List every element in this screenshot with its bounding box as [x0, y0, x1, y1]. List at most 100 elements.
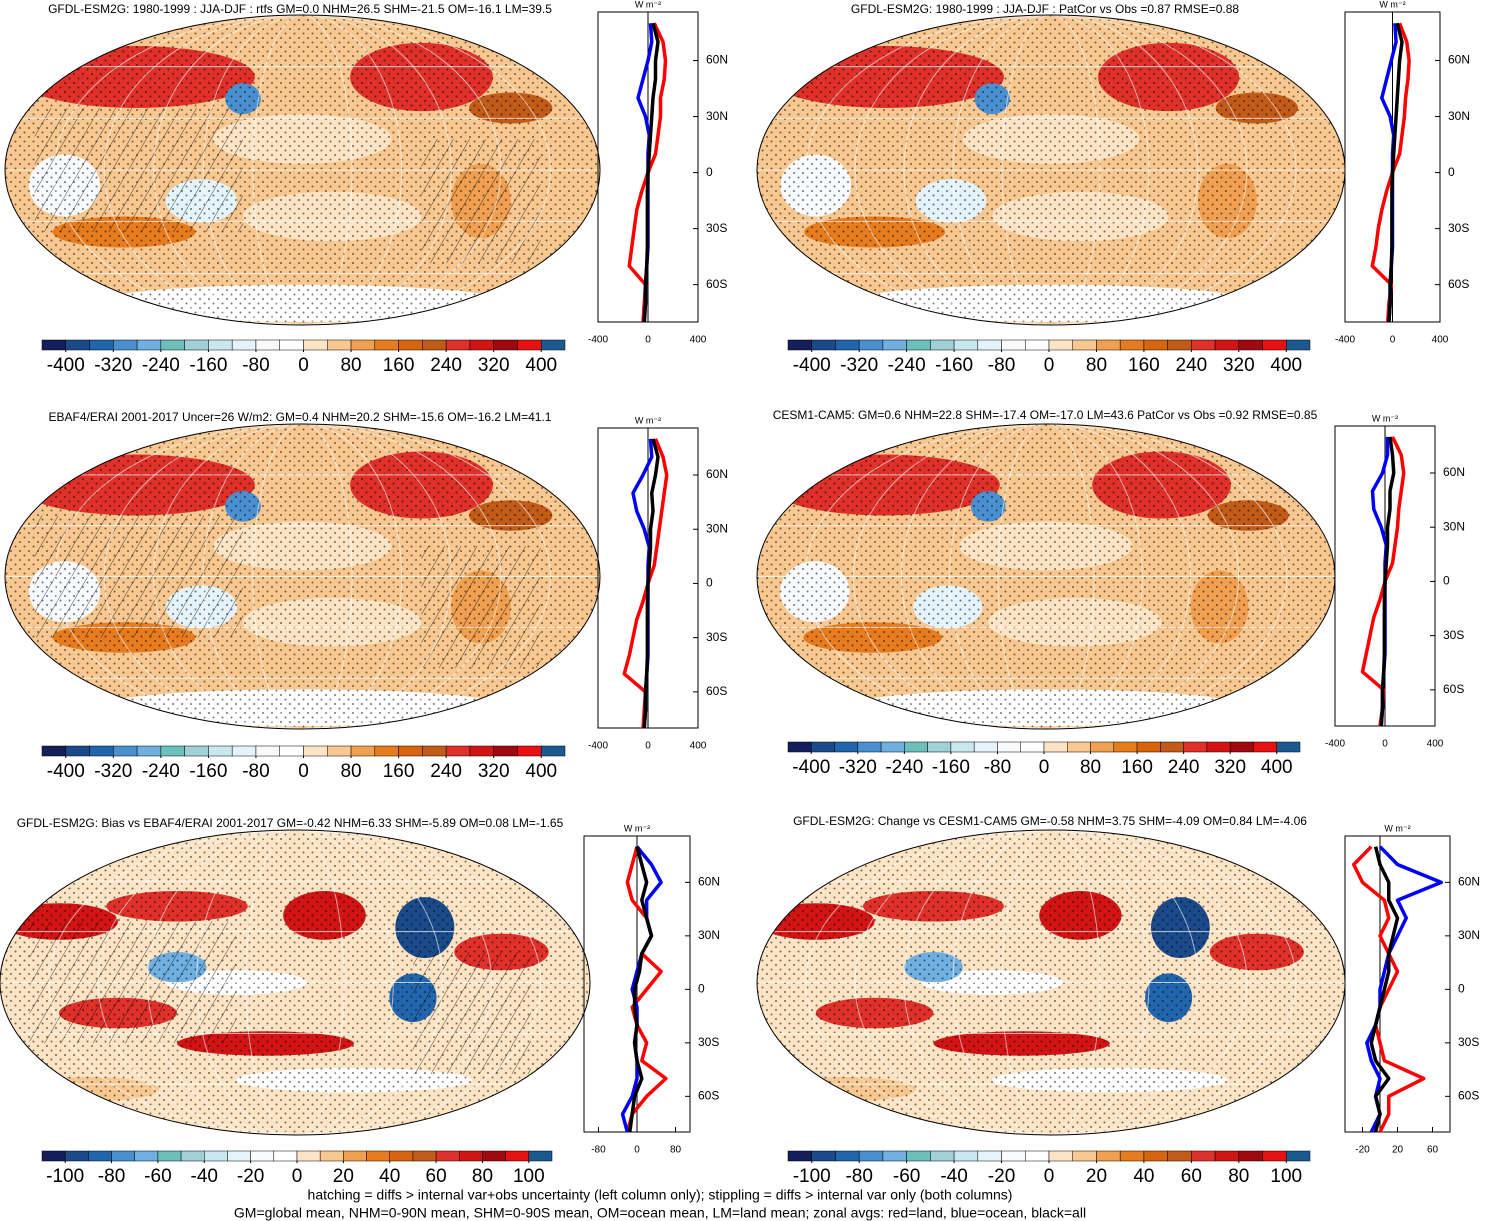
colorbar-box — [977, 1150, 1002, 1162]
x-tick-label: 0 — [1390, 335, 1396, 346]
colorbar-box — [858, 339, 884, 351]
colorbar-box — [1160, 741, 1184, 753]
colorbar-box — [1286, 339, 1311, 351]
colorbar-box — [787, 1150, 812, 1162]
y-tick-label: 0 — [706, 165, 713, 179]
zonal-line — [628, 846, 654, 1133]
zonal-line — [642, 22, 660, 323]
colorbar-box — [459, 1150, 483, 1162]
colorbar-box — [343, 1150, 367, 1162]
colorbar-box — [65, 339, 90, 351]
colorbar-box — [953, 339, 979, 351]
colorbar-box — [1214, 1150, 1240, 1162]
y-tick-label: 30N — [1458, 928, 1480, 942]
colorbar-box — [858, 1150, 884, 1162]
colorbar-label: -100 — [793, 1166, 831, 1187]
colorbar-box — [64, 1150, 89, 1162]
colorbar-label: 400 — [1261, 757, 1293, 778]
y-tick-label: 30N — [698, 928, 720, 942]
colorbar-label: 160 — [1128, 355, 1160, 376]
y-tick-label: 0 — [706, 576, 713, 590]
map — [757, 424, 1335, 729]
colorbar-label: 80 — [1228, 1166, 1249, 1187]
colorbar-box — [279, 745, 304, 757]
colorbar-label: -240 — [142, 355, 180, 376]
colorbar-box — [319, 1150, 344, 1162]
panel-title: GFDL-ESM2G: Change vs CESM1-CAM5 GM=-0.5… — [793, 814, 1307, 828]
y-tick-label: 0 — [1443, 574, 1450, 588]
colorbar-label: -60 — [893, 1166, 920, 1187]
colorbar-box — [1048, 339, 1073, 351]
colorbar-box — [1143, 339, 1168, 351]
colorbar-label: 400 — [1270, 355, 1302, 376]
y-tick-label: 60S — [706, 684, 727, 698]
colorbar-label: 80 — [340, 761, 361, 782]
colorbar-label: 80 — [1080, 757, 1101, 778]
colorbar-label: 0 — [1039, 757, 1050, 778]
colorbar-box — [906, 339, 931, 351]
graticule — [805, 830, 1297, 1135]
graticule — [854, 15, 1248, 325]
colorbar-box — [1025, 339, 1050, 351]
colorbar-box — [1238, 339, 1263, 351]
colorbar-label: -320 — [839, 757, 877, 778]
graticule — [1001, 830, 1101, 1135]
colorbar-label: -80 — [98, 1166, 125, 1187]
colorbar-box — [303, 339, 328, 351]
colorbar-label: 320 — [1214, 757, 1246, 778]
y-tick-label: 60S — [706, 277, 727, 291]
colorbar-box — [136, 745, 162, 757]
colorbar-label: 60 — [1181, 1166, 1202, 1187]
colorbar-box — [184, 745, 209, 757]
unit-label: W m⁻² — [635, 415, 661, 425]
colorbar-label: 240 — [430, 355, 462, 376]
x-tick-label: -80 — [591, 1145, 606, 1156]
footnote: hatching = diffs > internal var+obs unce… — [308, 1187, 1013, 1203]
colorbar-label: 40 — [379, 1166, 400, 1187]
y-tick-label: 60S — [1458, 1089, 1479, 1103]
graticule — [196, 830, 394, 1135]
colorbar-box — [296, 1150, 321, 1162]
graticule — [804, 424, 1288, 729]
graticule — [252, 15, 353, 325]
map — [5, 15, 600, 325]
unit-label: W m⁻² — [1379, 0, 1405, 9]
colorbar-box — [930, 1150, 955, 1162]
y-tick-label: 60N — [706, 53, 728, 67]
colorbar-label: -400 — [47, 761, 85, 782]
colorbar-box — [111, 1150, 135, 1162]
colorbar-box — [1262, 339, 1287, 351]
unit-label: W m⁻² — [624, 823, 650, 833]
y-tick-label: 30S — [698, 1035, 719, 1049]
graticule — [949, 424, 1143, 729]
colorbar-box — [482, 1150, 506, 1162]
colorbar-label: -320 — [94, 761, 132, 782]
y-tick-label: 60S — [1448, 277, 1469, 291]
colorbar-box — [279, 339, 304, 351]
colorbar-box — [273, 1150, 298, 1162]
colorbar-box — [398, 745, 423, 757]
panel-title: EBAF4/ERAI 2001-2017 Uncer=26 W/m2: GM=0… — [49, 410, 552, 424]
colorbar-label: -400 — [793, 355, 831, 376]
x-tick-label: 80 — [670, 1145, 682, 1156]
colorbar-label: -60 — [144, 1166, 171, 1187]
colorbar-box — [906, 1150, 931, 1162]
y-tick-label: 60N — [698, 875, 720, 889]
graticule — [805, 15, 1297, 325]
colorbar-box — [136, 339, 162, 351]
colorbar-box — [517, 745, 542, 757]
graticule — [103, 15, 502, 325]
graticule — [952, 15, 1150, 325]
zonal-line — [625, 846, 668, 1133]
colorbar-label: -100 — [46, 1166, 84, 1187]
colorbar-label: -160 — [189, 761, 227, 782]
colorbar-label: -80 — [845, 1166, 872, 1187]
panel-title: GFDL-ESM2G: 1980-1999 : JJA-DJF : rtfs G… — [48, 2, 552, 16]
graticule — [153, 424, 452, 729]
graticule — [147, 830, 443, 1135]
colorbar-box — [1229, 741, 1254, 753]
graticule — [952, 830, 1150, 1135]
x-tick-label: 60 — [1427, 1145, 1439, 1156]
colorbar-box — [1276, 741, 1301, 753]
graticule — [245, 830, 345, 1135]
